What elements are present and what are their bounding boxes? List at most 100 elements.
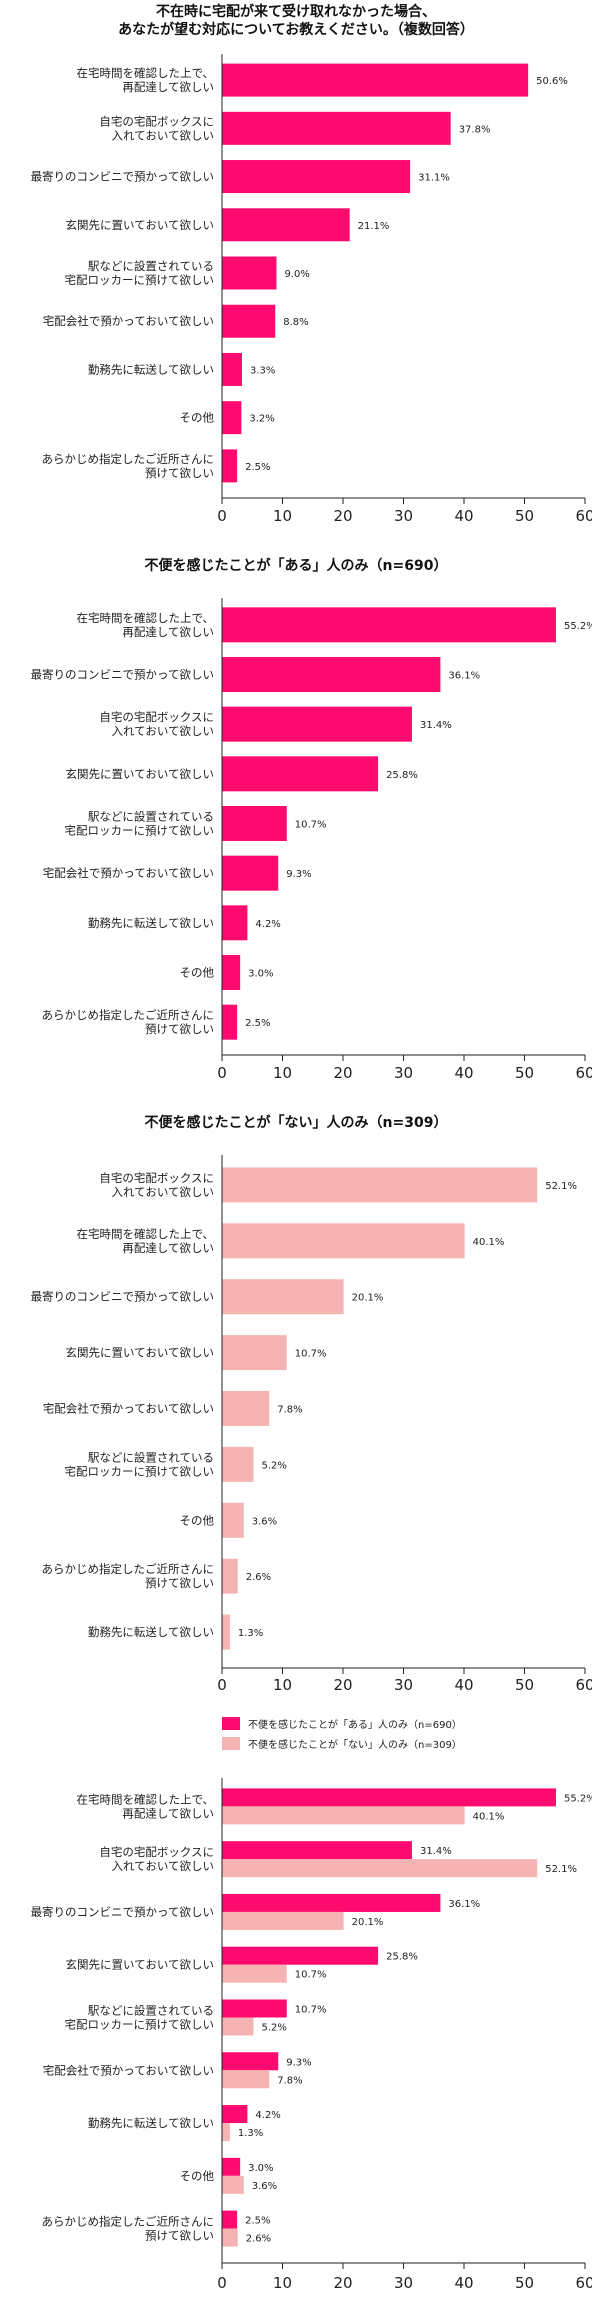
x-tick-label: 20 [333, 2274, 352, 2292]
category-label: 在宅時間を確認した上で、再配達して欲しい [76, 611, 214, 639]
x-tick-label: 60 [575, 1676, 592, 1694]
value-label: 8.8% [283, 317, 308, 328]
x-tick-label: 50 [515, 1064, 534, 1082]
value-label: 2.5% [245, 1018, 270, 1029]
category-label: 駅などに設置されている宅配ロッカーに預けて欲しい [65, 259, 215, 287]
category-label: 玄関先に置いておいて欲しい [66, 767, 214, 781]
value-label: 9.0% [284, 269, 309, 280]
category-label: 自宅の宅配ボックスに入れておいて欲しい [99, 114, 214, 142]
bar [222, 905, 248, 941]
x-tick-label: 10 [273, 507, 292, 525]
category-label: 勤務先に転送して欲しい [88, 2116, 214, 2130]
category-label: その他 [180, 966, 215, 980]
category-label: 勤務先に転送して欲しい [88, 362, 214, 376]
category-label: 玄関先に置いておいて欲しい [66, 218, 214, 232]
category-label: その他 [180, 2169, 215, 2183]
category-label: あらかじめ指定したご近所さんに預けて欲しい [42, 452, 215, 480]
value-label: 36.1% [448, 1899, 480, 1910]
category-label: 宅配会社で預かっておいて欲しい [43, 866, 214, 880]
bar [222, 2175, 244, 2194]
category-label: 宅配会社で預かっておいて欲しい [43, 1402, 214, 1416]
value-label: 1.3% [238, 2128, 263, 2139]
category-label: 在宅時間を確認した上で、再配達して欲しい [76, 66, 214, 94]
category-label: 駅などに設置されている宅配ロッカーに預けて欲しい [65, 810, 215, 838]
value-label: 31.1% [418, 173, 450, 184]
bar [222, 1964, 287, 1983]
x-tick-label: 50 [515, 507, 534, 525]
value-label: 25.8% [386, 770, 418, 781]
x-tick-label: 30 [394, 1064, 413, 1082]
x-tick-label: 60 [575, 507, 592, 525]
value-label: 20.1% [352, 1917, 384, 1928]
x-tick-label: 30 [394, 2274, 413, 2292]
chart-title: あなたが望む対応についてお教えください。（複数回答） [118, 21, 474, 38]
bar [222, 2105, 248, 2124]
bar [222, 855, 279, 891]
bar [222, 1614, 230, 1650]
legend-label: 不便を感じたことが「ない」人のみ（n=309） [248, 1738, 462, 1751]
bar [222, 706, 412, 742]
category-label: 玄関先に置いておいて欲しい [66, 1346, 214, 1360]
x-tick-label: 20 [333, 507, 352, 525]
bar [222, 1999, 287, 2018]
chart-2: 不便を感じたことが「ある」人のみ（n=690） 在宅時間を確認した上で、再配達して… [31, 557, 592, 1082]
value-label: 3.2% [249, 414, 274, 425]
bar [222, 657, 441, 692]
value-label: 10.7% [295, 820, 327, 831]
value-label: 25.8% [386, 1952, 418, 1963]
bar [222, 1502, 244, 1538]
bar [222, 63, 529, 97]
value-label: 3.6% [252, 2181, 277, 2192]
bar [222, 352, 242, 386]
bar [222, 1911, 344, 1930]
bar [222, 2210, 238, 2229]
value-label: 2.6% [246, 1572, 271, 1583]
value-label: 4.2% [255, 919, 280, 930]
bar [222, 1279, 344, 1315]
bar [222, 2228, 238, 2247]
category-label: 宅配会社で預かっておいて欲しい [43, 314, 214, 328]
bar [222, 160, 411, 194]
bar [222, 1004, 238, 1040]
value-label: 9.3% [286, 2057, 311, 2068]
value-label: 9.3% [286, 869, 311, 880]
value-label: 7.8% [277, 2075, 302, 2086]
value-label: 37.8% [459, 124, 491, 135]
category-label: 自宅の宅配ボックスに入れておいて欲しい [99, 710, 214, 738]
value-label: 55.2% [564, 1793, 592, 1804]
legend-swatch [222, 1737, 240, 1750]
bar [222, 2123, 230, 2142]
value-label: 36.1% [448, 671, 480, 682]
category-label: あらかじめ指定したご近所さんに預けて欲しい [42, 1008, 215, 1036]
x-tick-label: 20 [333, 1676, 352, 1694]
bar [222, 1841, 412, 1860]
category-label: 駅などに設置されている宅配ロッカーに預けて欲しい [65, 2004, 215, 2032]
value-label: 3.0% [248, 2163, 273, 2174]
bar [222, 2157, 241, 2176]
bar [222, 1859, 538, 1878]
x-tick-label: 50 [515, 2274, 534, 2292]
value-label: 2.6% [246, 2234, 271, 2245]
bar [222, 1946, 379, 1965]
x-tick-label: 10 [273, 1064, 292, 1082]
x-tick-label: 60 [575, 1064, 592, 1082]
value-label: 2.5% [245, 462, 270, 473]
value-label: 10.7% [295, 2005, 327, 2016]
value-label: 10.7% [295, 1970, 327, 1981]
category-label: その他 [180, 411, 215, 425]
bar [222, 1167, 538, 1203]
bar [222, 806, 287, 841]
category-label: 最寄りのコンビニで預かって欲しい [31, 170, 214, 184]
value-label: 31.4% [420, 720, 452, 731]
bar [222, 304, 276, 338]
x-tick-label: 0 [217, 2274, 227, 2292]
legend-label: 不便を感じたことが「ある」人のみ（n=690） [248, 1718, 462, 1731]
value-label: 1.3% [238, 1628, 263, 1639]
category-label: 勤務先に転送して欲しい [88, 916, 214, 930]
category-label: 最寄りのコンビニで預かって欲しい [31, 1290, 214, 1304]
category-label: 宅配会社で預かっておいて欲しい [43, 2063, 214, 2077]
category-label: 自宅の宅配ボックスに入れておいて欲しい [99, 1171, 214, 1199]
category-label: 自宅の宅配ボックスに入れておいて欲しい [99, 1845, 214, 1873]
category-label: あらかじめ指定したご近所さんに預けて欲しい [42, 1562, 215, 1590]
value-label: 10.7% [295, 1349, 327, 1360]
